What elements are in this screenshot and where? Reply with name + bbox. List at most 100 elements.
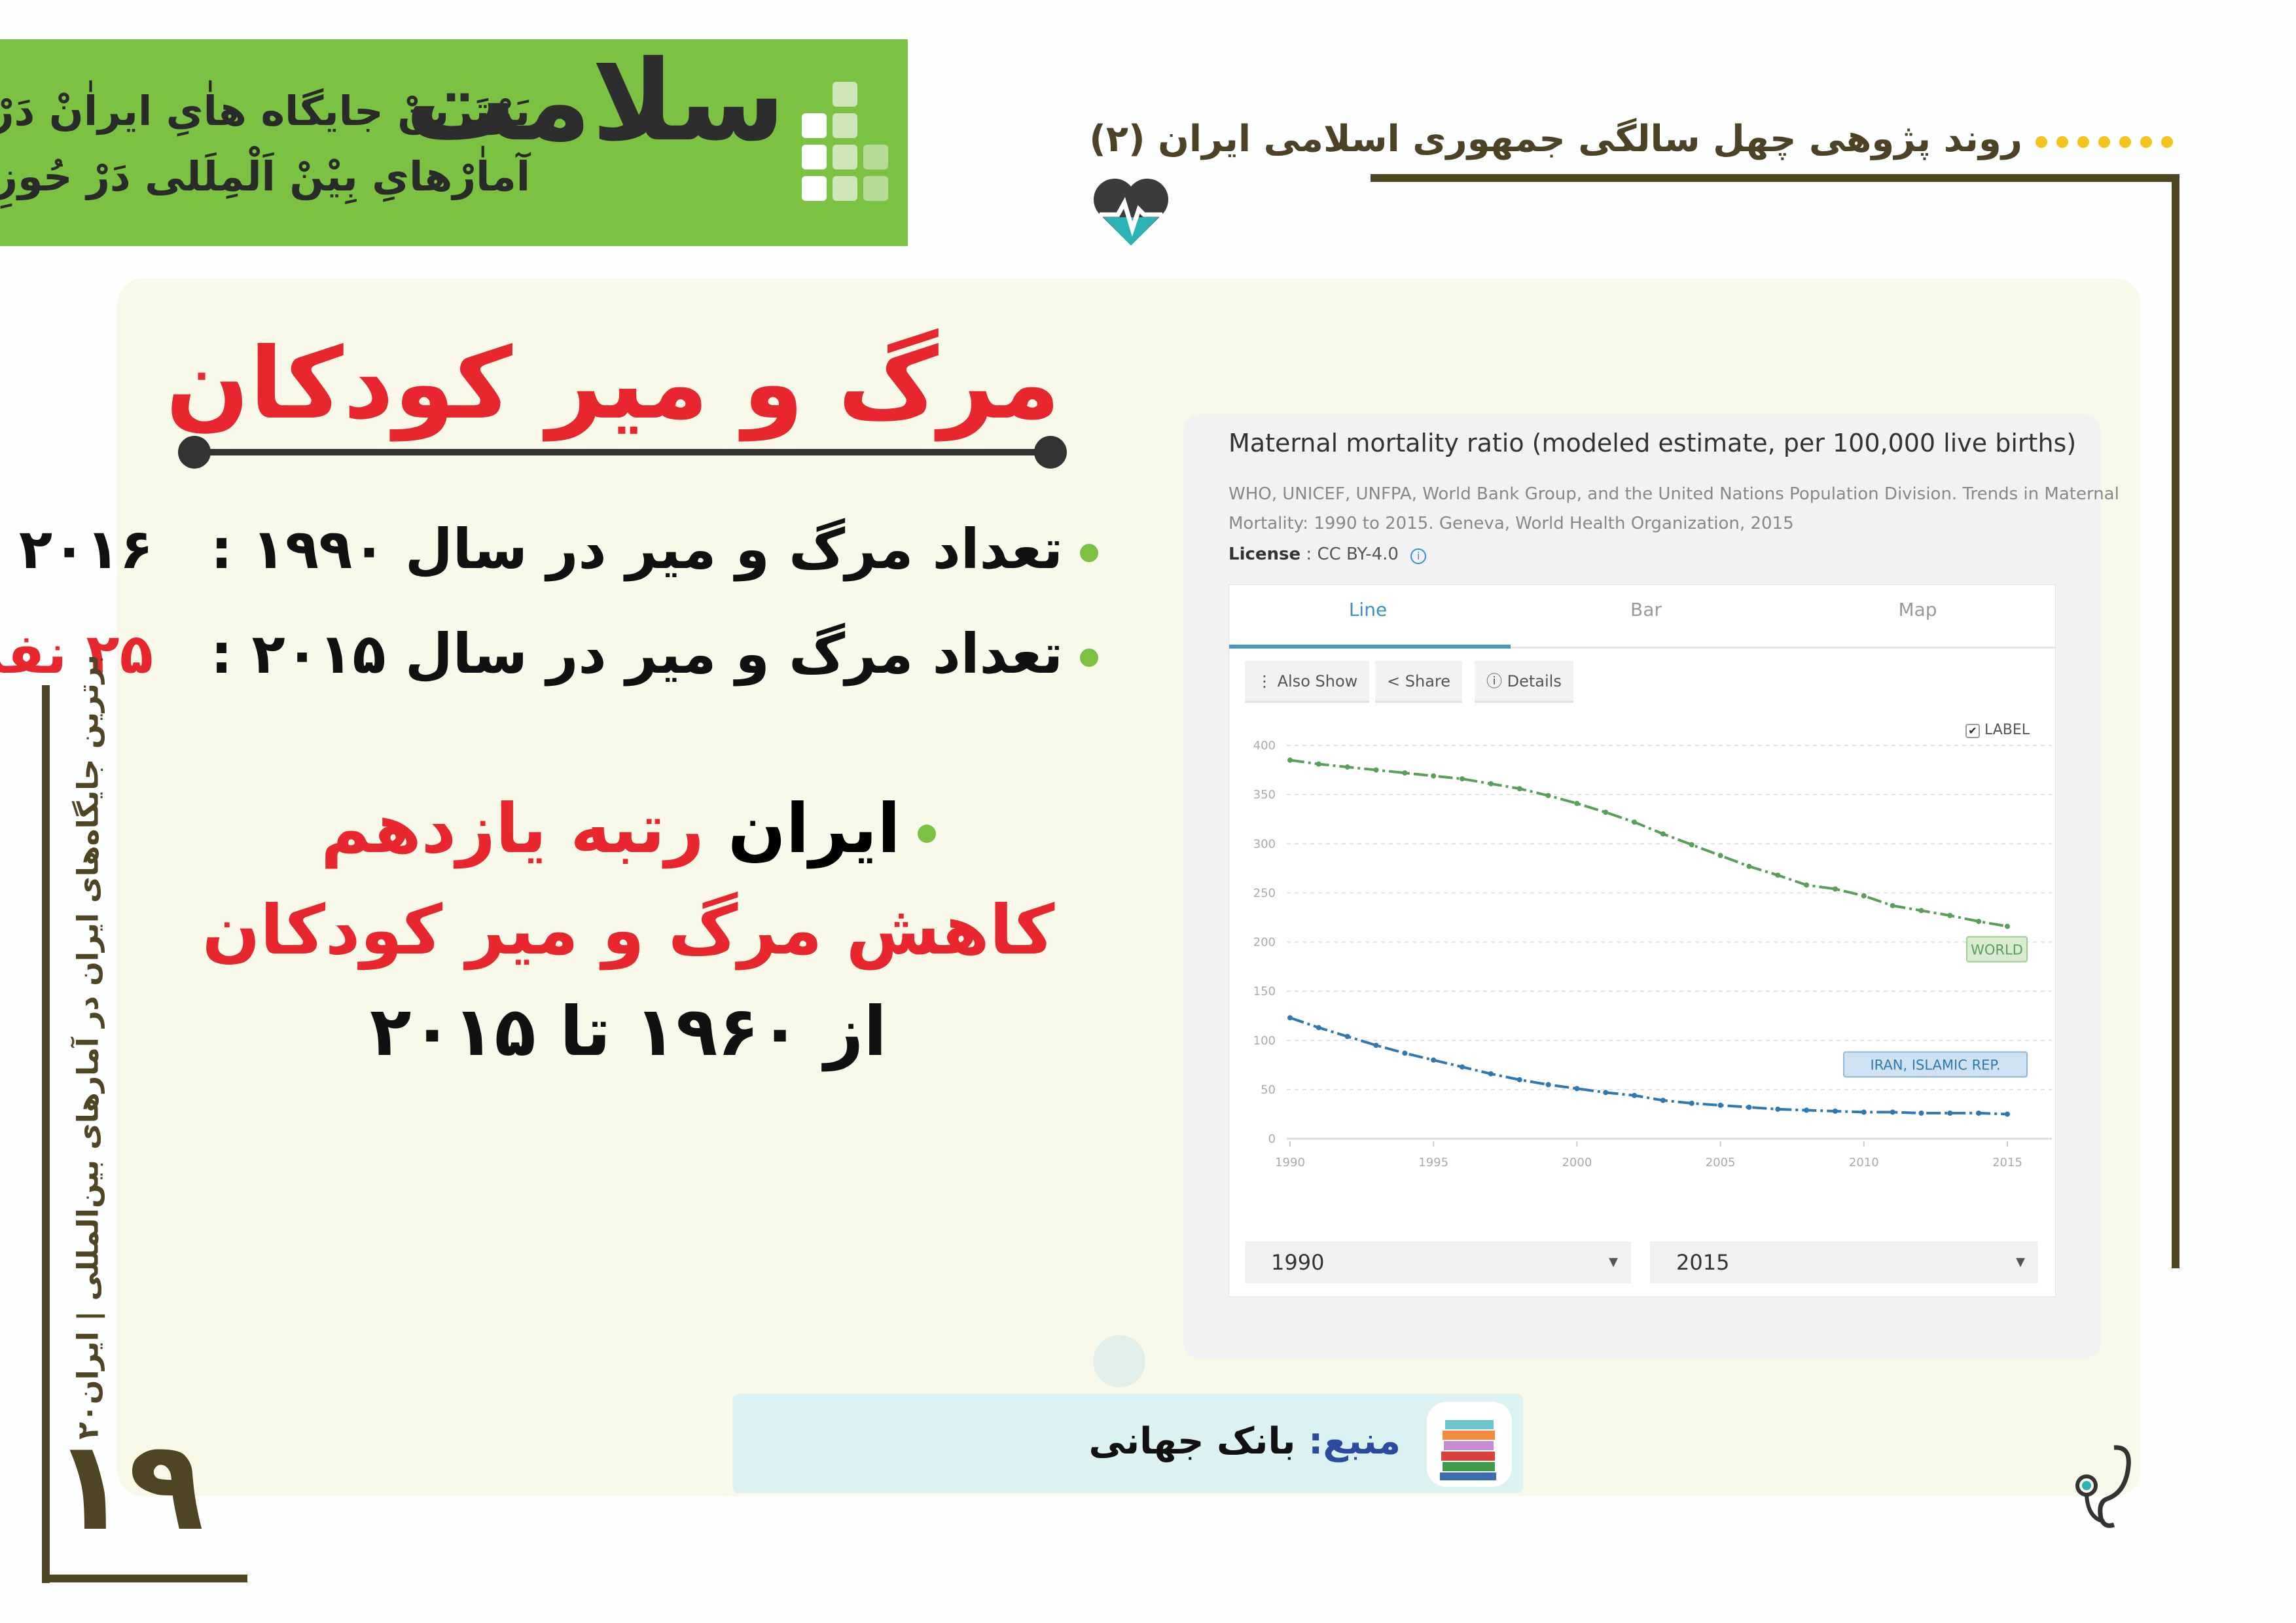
y-tick-label: 400: [1253, 739, 1276, 753]
data-point: [2005, 923, 2010, 929]
info-icon[interactable]: i: [1410, 548, 1427, 564]
data-point: [1316, 761, 1321, 767]
rank-line-2: کاهش مرگ و میر کودکان: [202, 890, 1055, 970]
data-point: [1861, 893, 1867, 899]
from-year-value: 1990: [1271, 1250, 1325, 1275]
tab-divider: [1229, 647, 2055, 649]
bullet-dot: [1080, 544, 1098, 563]
header-rule: [1371, 174, 2179, 182]
data-point: [1890, 902, 1895, 908]
page-number: ۱۹: [52, 1414, 204, 1558]
data-point: [1574, 1086, 1580, 1092]
data-point: [1746, 863, 1752, 869]
data-point: [1488, 1071, 1494, 1077]
title-underline: [194, 449, 1052, 455]
to-year-select[interactable]: 2015 ▼: [1650, 1241, 2038, 1283]
data-point: [1689, 842, 1695, 847]
source-line-1: WHO, UNICEF, UNFPA, World Bank Group, an…: [1229, 484, 2119, 504]
series-label: WORLD: [1971, 942, 2023, 957]
info-circle-icon: ⓘ: [1486, 672, 1507, 690]
header-banner: [0, 39, 908, 246]
series-line-world: [1289, 758, 2008, 928]
share-button[interactable]: < Share: [1375, 661, 1463, 703]
data-point: [1918, 908, 1924, 914]
data-point: [1574, 800, 1580, 806]
data-point: [1460, 1064, 1465, 1070]
data-point: [1603, 1090, 1609, 1096]
data-point: [1918, 1110, 1924, 1116]
x-tick-label: 2000: [1562, 1156, 1592, 1169]
rank-country: ایران: [728, 789, 901, 868]
data-point: [1632, 1092, 1638, 1098]
data-point: [1632, 819, 1638, 825]
data-point: [1373, 767, 1379, 773]
source-line-2: Mortality: 1990 to 2015. Geneva, World H…: [1229, 514, 1794, 533]
y-tick-label: 250: [1253, 886, 1276, 900]
license-label: License: [1229, 544, 1301, 564]
share-icon: <: [1387, 672, 1405, 690]
active-tab-indicator: [1229, 645, 1511, 649]
data-point: [1804, 882, 1810, 888]
y-tick-label: 100: [1253, 1034, 1276, 1048]
source-label: منبع:: [1308, 1420, 1401, 1463]
chart-panel: [1229, 584, 2056, 1297]
label-toggle-text: LABEL: [1984, 722, 2030, 738]
data-point: [1660, 831, 1666, 837]
series-line-iran: [1289, 1016, 2008, 1116]
right-rule: [2172, 174, 2179, 1268]
from-year-select[interactable]: 1990 ▼: [1245, 1241, 1631, 1283]
x-tick-label: 1990: [1275, 1156, 1305, 1169]
books-icon: [1427, 1402, 1512, 1487]
stethoscope-icon: [2075, 1445, 2131, 1528]
source-value: بانک جهانی: [1088, 1420, 1296, 1463]
caret-down-icon: ▼: [1609, 1255, 1618, 1269]
series-label-box: [1843, 1051, 2028, 1078]
share-label: Share: [1405, 672, 1451, 690]
data-point: [1890, 1109, 1895, 1115]
source-text: منبع: بانک جهانی: [785, 1420, 1401, 1463]
x-tick-label: 2010: [1849, 1156, 1879, 1169]
bullet-dot: [1080, 649, 1098, 668]
bullet-dot: [917, 824, 936, 843]
checkbox-checked-icon[interactable]: ✔: [1965, 724, 1980, 738]
data-point: [1832, 1108, 1838, 1114]
rank-line-1: ایران رتبه یازدهم: [196, 789, 1060, 868]
data-point: [1775, 1106, 1781, 1112]
series-label-box: [1966, 936, 2028, 963]
page-title: مرگ و میر کودکان: [166, 327, 1060, 441]
y-tick-label: 200: [1253, 936, 1276, 950]
header-subtitle: بَرْتَرینْ جایگاه هاٰیِ ایراٰنْ دَرْ آما…: [0, 79, 530, 209]
details-button[interactable]: ⓘ Details: [1475, 661, 1573, 703]
details-label: Details: [1507, 672, 1562, 690]
caret-down-icon: ▼: [2016, 1255, 2025, 1269]
data-point: [1976, 918, 1982, 924]
rank-line-3: از ۱۹۶۰ تا ۲۰۱۵: [369, 991, 888, 1071]
subtitle-line-2: آماٰرْهایِ بِیْنْ اَلْمِلَلی دَرْ حُوزِه…: [0, 152, 530, 200]
data-point: [1516, 786, 1522, 792]
data-point: [1746, 1104, 1752, 1110]
line-chart: 0 50 100 150 200 250 300 350 400 1990 1995 2000 2005…: [1253, 739, 2052, 1169]
data-point: [1775, 872, 1781, 878]
tab-map[interactable]: Map: [1898, 599, 1937, 620]
tab-line[interactable]: Line: [1348, 599, 1388, 620]
data-point: [1431, 1057, 1437, 1063]
side-caption-text: برترین جایگاه‌های ایران در آمارهای بین‌ا…: [71, 654, 105, 1440]
x-tick-label: 2005: [1706, 1156, 1736, 1169]
bullet-value: ۲۰۱۶ نفر: [0, 517, 153, 581]
also-show-button[interactable]: ⋮ Also Show: [1245, 661, 1370, 703]
source-box: [732, 1394, 1523, 1493]
data-point: [1660, 1097, 1666, 1103]
data-point: [1689, 1100, 1695, 1106]
y-tick-label: 150: [1253, 985, 1276, 999]
y-tick-label: 0: [1268, 1132, 1276, 1146]
series-title: روند پژوهی چهل سالگی جمهوری اسلامی ایران…: [1089, 118, 2022, 160]
decor-circles: [1093, 1335, 1145, 1387]
tab-bar[interactable]: Bar: [1630, 599, 1662, 620]
logo-word: سلامت: [404, 37, 785, 166]
label-toggle[interactable]: ✔ LABEL: [1965, 722, 2030, 738]
subtitle-line-1: بَرْتَرینْ جایگاه هاٰیِ ایراٰنْ دَرْ: [0, 87, 530, 135]
data-point: [1603, 810, 1609, 815]
data-point: [1344, 1033, 1350, 1039]
data-point: [1545, 793, 1551, 798]
data-point: [1373, 1043, 1379, 1048]
